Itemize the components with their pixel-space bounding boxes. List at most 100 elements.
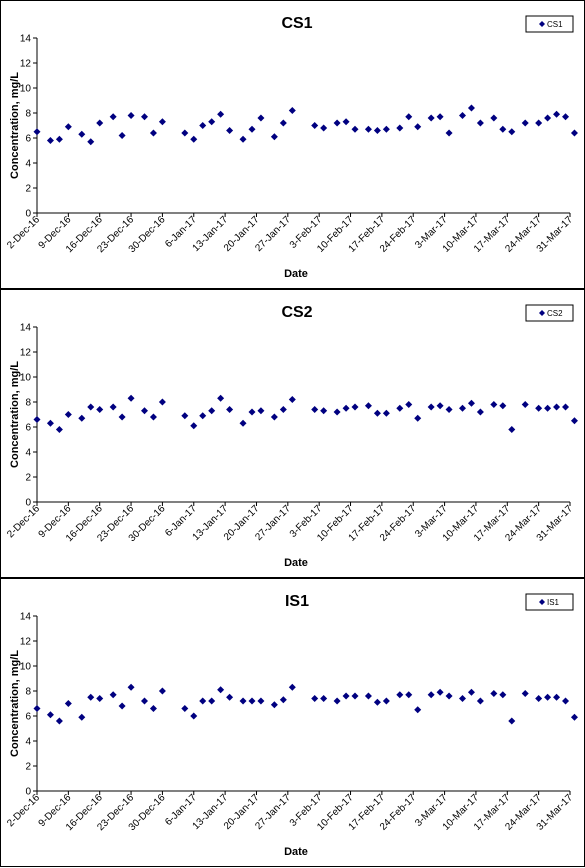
data-point: [459, 112, 467, 119]
data-point: [158, 398, 166, 406]
data-point: [96, 695, 104, 702]
data-point: [279, 696, 287, 704]
data-point: [311, 406, 319, 413]
data-point: [64, 700, 72, 707]
legend-box: [525, 15, 574, 33]
data-point: [342, 692, 350, 700]
legend: CS2: [525, 304, 574, 322]
legend-label: CS1: [547, 20, 563, 29]
data-point: [46, 137, 54, 144]
legend-box: [525, 593, 574, 611]
data-point: [208, 118, 216, 126]
data-point: [239, 419, 247, 427]
data-point: [78, 130, 86, 138]
chart-title: CS1: [281, 15, 312, 32]
data-point: [55, 426, 63, 433]
chart-title: IS1: [285, 593, 309, 610]
data-point: [499, 691, 507, 699]
data-point: [279, 406, 287, 413]
data-point: [288, 107, 296, 114]
data-point: [248, 125, 256, 133]
y-tick-label: 14: [20, 34, 32, 45]
data-point: [364, 125, 372, 133]
data-point: [373, 698, 381, 706]
data-point: [405, 113, 413, 121]
data-point: [382, 697, 390, 705]
data-point: [544, 114, 552, 122]
data-point: [544, 404, 552, 412]
data-point: [320, 124, 328, 132]
data-point: [427, 403, 435, 411]
x-tick-label: 2-Dec-16: [5, 214, 42, 251]
data-point: [226, 693, 234, 701]
data-point: [333, 119, 341, 127]
data-point: [55, 135, 63, 143]
data-point: [118, 702, 126, 710]
data-point: [396, 124, 404, 132]
chart-title: CS2: [281, 304, 312, 321]
data-point: [109, 691, 117, 699]
data-point: [351, 403, 359, 411]
data-point: [459, 695, 467, 702]
data-point: [427, 114, 435, 122]
data-point: [199, 122, 207, 129]
y-tick-label: 10: [20, 373, 32, 384]
data-point: [257, 114, 265, 122]
data-point: [149, 129, 157, 137]
data-point: [459, 404, 467, 412]
data-point: [127, 112, 135, 119]
data-point: [257, 697, 265, 705]
data-point: [521, 401, 529, 408]
data-point: [535, 119, 543, 127]
data-point: [405, 691, 413, 699]
data-point: [87, 693, 95, 701]
data-point: [364, 692, 372, 700]
data-point: [78, 713, 86, 721]
legend-marker: [539, 21, 545, 27]
data-point: [405, 401, 413, 408]
data-point: [382, 125, 390, 133]
y-tick-label: 14: [20, 612, 32, 623]
data-point: [396, 404, 404, 412]
y-tick-label: 8: [25, 687, 31, 698]
data-point: [149, 413, 157, 421]
data-point: [476, 408, 484, 416]
data-point: [311, 695, 319, 702]
data-point: [562, 697, 570, 705]
data-point: [467, 399, 475, 407]
y-tick-label: 6: [25, 423, 31, 434]
data-point: [570, 129, 578, 137]
data-point: [521, 690, 529, 697]
data-point: [78, 414, 86, 422]
data-point: [87, 138, 95, 146]
data-point: [414, 706, 422, 714]
data-point: [181, 705, 189, 712]
legend-marker: [539, 310, 545, 316]
data-point: [87, 403, 95, 411]
data-point: [373, 127, 381, 134]
data-point: [158, 118, 166, 126]
y-tick-label: 6: [25, 712, 31, 723]
data-point: [490, 114, 498, 122]
data-point: [158, 687, 166, 695]
data-point: [490, 690, 498, 697]
data-point: [279, 119, 287, 127]
y-tick-label: 10: [20, 662, 32, 673]
data-point: [226, 127, 234, 134]
y-tick-label: 2: [25, 473, 31, 484]
x-axis-title: Date: [284, 846, 308, 858]
data-point: [342, 118, 350, 126]
data-point: [33, 705, 41, 712]
data-point: [351, 692, 359, 700]
data-point: [476, 697, 484, 705]
data-point: [46, 419, 54, 427]
data-point: [118, 413, 126, 421]
y-tick-label: 4: [25, 448, 31, 459]
y-tick-label: 4: [25, 737, 31, 748]
chart-panel-cs2: CS2 Concentration, mg/L Date 0 2 4 6 8 10 12 14 2-D…: [0, 289, 585, 578]
data-point: [508, 426, 516, 433]
data-point: [382, 409, 390, 417]
data-point: [499, 125, 507, 133]
data-point: [351, 125, 359, 133]
data-point: [414, 123, 422, 131]
